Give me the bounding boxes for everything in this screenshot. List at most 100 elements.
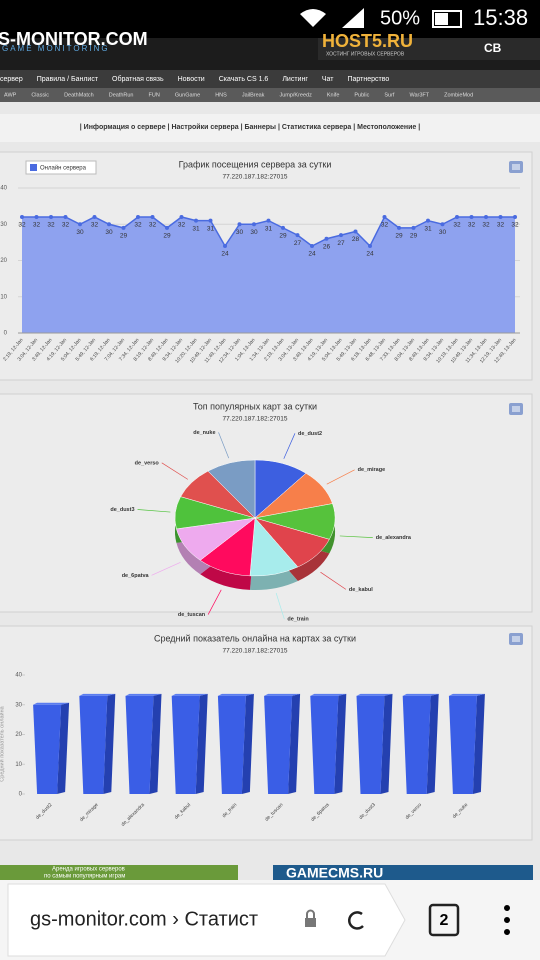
leader-line (320, 571, 347, 590)
point (150, 215, 155, 219)
chart-title: Средний показатель онлайна на картах за … (154, 633, 356, 643)
tabs-count: 2 (440, 912, 449, 929)
leader-line (218, 432, 230, 459)
point (34, 215, 39, 219)
mode-link[interactable]: AWP (4, 92, 17, 98)
pie-label: de_alexandra (376, 535, 412, 541)
point (353, 229, 358, 234)
bar-top (402, 693, 439, 696)
mode-link[interactable]: ZombieMod (444, 92, 473, 98)
point (78, 222, 82, 227)
nav: сервер Правила / Банлист Обратная связь Нов… (0, 75, 389, 83)
mode-link[interactable]: FUN (149, 92, 160, 98)
bar (264, 695, 293, 794)
mode-link[interactable]: Surf (384, 92, 395, 98)
legend-swatch (30, 164, 37, 171)
ad-left[interactable] (0, 865, 238, 881)
reload-button[interactable] (348, 911, 364, 930)
status-bar (0, 0, 540, 38)
nav-link[interactable]: Скачать CS 1.6 (219, 76, 269, 83)
url-box[interactable] (7, 883, 406, 957)
bar-top (264, 693, 301, 696)
mode-link[interactable]: DeathMatch (64, 92, 94, 98)
pie-label: de_train (287, 617, 309, 623)
nav-link[interactable]: Новости (178, 76, 205, 83)
mode-link[interactable]: HNS (215, 92, 227, 98)
bar-side (103, 693, 116, 794)
battery-level (435, 13, 448, 25)
point (237, 222, 242, 227)
pie-label: de_6patva (122, 573, 150, 579)
leader-line (137, 509, 171, 513)
point (266, 218, 271, 223)
tabs-button[interactable] (428, 903, 460, 937)
data-label: 32 (482, 222, 490, 229)
chart-subtitle: 77.220.187.182:27015 (222, 648, 287, 655)
area (22, 217, 515, 333)
data-label: 28 (352, 236, 360, 243)
point (324, 236, 329, 241)
menu-icon[interactable] (509, 161, 523, 173)
bar-top (448, 693, 485, 696)
data-label: 26 (323, 243, 331, 250)
url[interactable]: gs-monitor.com › Статист (30, 908, 258, 930)
mode-link[interactable]: JailBreak (242, 92, 265, 98)
pie-label: de_nuke (193, 430, 215, 436)
pie-label: de_mirage (358, 467, 386, 473)
data-label: 30 (76, 229, 84, 236)
nav-link[interactable]: Правила / Банлист (37, 76, 99, 83)
point (397, 225, 401, 230)
mode-link[interactable]: GunGame (175, 92, 200, 98)
y-tick-label: 20 (15, 732, 22, 738)
data-label: 32 (511, 222, 519, 229)
point (310, 244, 314, 248)
data-label: 32 (62, 222, 70, 229)
mode-link[interactable]: Classic (31, 92, 49, 98)
legend-label: Онлайн сервера (40, 165, 87, 172)
bar-side (288, 693, 301, 794)
leader-line (275, 592, 285, 620)
data-label: 29 (410, 233, 418, 240)
logo[interactable]: S-MONITOR.COM (0, 29, 148, 49)
point (194, 218, 198, 223)
data-label: 32 (453, 222, 461, 229)
nav-link[interactable]: Листинг (282, 76, 308, 83)
lock-icon (305, 909, 316, 927)
nav-link[interactable]: Партнерство (348, 76, 390, 83)
mode-link[interactable]: Jump/Kreedz (279, 92, 312, 98)
menu-icon[interactable] (509, 633, 523, 645)
pie-label: de_dust3 (110, 507, 134, 513)
clock: 15:38 (473, 5, 528, 30)
bar (310, 695, 339, 794)
data-label: 32 (91, 222, 99, 229)
chart-subtitle: 77.220.187.182:27015 (222, 174, 287, 181)
bar (217, 695, 246, 794)
data-label: 29 (395, 233, 403, 240)
data-label: 32 (134, 222, 142, 229)
mode-link[interactable]: Knife (327, 92, 340, 98)
nav-bar (0, 70, 540, 88)
mode-link[interactable]: Public (354, 92, 369, 98)
server-links[interactable]: | Информация о сервере | Настройки серве… (80, 123, 421, 131)
bar-side (241, 693, 254, 794)
y-tick-label: 40 (0, 186, 7, 192)
bar-side (149, 693, 162, 794)
y-tick-label: 10 (15, 762, 22, 768)
nav-link[interactable]: Обратная связь (112, 75, 164, 83)
bar-top (125, 693, 162, 696)
data-label: 31 (424, 225, 432, 232)
ad-left-sub: по самым популярным играм (44, 874, 125, 880)
banner[interactable] (318, 38, 540, 60)
menu-icon[interactable] (509, 403, 523, 415)
data-label: 24 (221, 251, 229, 258)
ad-left-text: Аренда игровых серверов (52, 867, 125, 873)
logo-sub: GAME MONITORING (2, 44, 110, 53)
nav-link[interactable]: сервер (0, 76, 23, 83)
y-tick-label: 30 (0, 222, 7, 228)
mode-link[interactable]: DeathRun (109, 92, 134, 98)
ad-right[interactable] (273, 865, 533, 881)
menu-button[interactable] (504, 905, 510, 935)
nav-link[interactable]: Чат (322, 76, 334, 83)
mode-link[interactable]: War3FT (409, 92, 429, 98)
data-label: 32 (149, 222, 157, 229)
